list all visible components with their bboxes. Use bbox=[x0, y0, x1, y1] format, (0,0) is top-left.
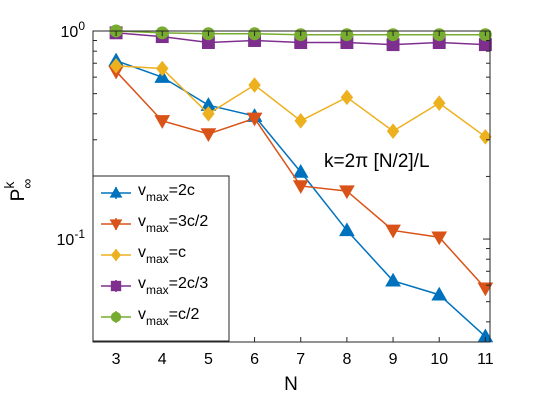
legend-item: vmax=2c bbox=[101, 182, 195, 204]
y-axis-title-sub: ∞ bbox=[19, 179, 35, 189]
legend-item: vmax=c bbox=[101, 244, 186, 266]
x-tick-label: 10 bbox=[430, 351, 448, 368]
data-point bbox=[479, 129, 492, 145]
x-tick-label: 6 bbox=[250, 351, 259, 368]
data-point bbox=[431, 231, 448, 246]
data-point bbox=[339, 185, 355, 200]
annotation: k=2π [N/2]/L bbox=[324, 151, 430, 172]
data-point bbox=[156, 60, 169, 77]
svg-text:Pk∞: Pk ∞ bbox=[1, 179, 35, 202]
data-point bbox=[248, 77, 261, 93]
x-tick-label: 5 bbox=[204, 351, 213, 368]
legend-item: vmax=2c/3 bbox=[101, 275, 208, 297]
x-tick-label: 4 bbox=[158, 351, 167, 368]
legend-item: vmax=3c/2 bbox=[101, 213, 208, 235]
legend-label: vmax=c bbox=[138, 244, 186, 266]
x-tick-label: 8 bbox=[342, 351, 351, 368]
x-tick-label: 3 bbox=[112, 351, 121, 368]
data-point bbox=[246, 112, 263, 127]
x-tick-label: 7 bbox=[296, 351, 305, 368]
data-point bbox=[339, 222, 355, 237]
y-axis-title-base: P bbox=[8, 189, 29, 202]
x-tick-label: 9 bbox=[389, 351, 398, 368]
data-point bbox=[340, 89, 354, 106]
y-tick-label: 100 bbox=[61, 19, 86, 41]
data-point bbox=[432, 95, 446, 111]
data-point bbox=[154, 115, 171, 129]
plot-area bbox=[108, 24, 494, 343]
data-point bbox=[200, 128, 217, 142]
legend-marker bbox=[110, 280, 122, 292]
legend-marker bbox=[109, 219, 123, 231]
series-1 bbox=[108, 52, 494, 343]
data-point bbox=[202, 105, 215, 122]
data-point bbox=[294, 113, 307, 129]
data-point bbox=[385, 272, 401, 287]
series-3 bbox=[109, 58, 492, 145]
legend-label: vmax=c/2 bbox=[138, 306, 199, 328]
data-point bbox=[386, 123, 400, 139]
y-axis-title-sup: k bbox=[1, 181, 17, 189]
legend: vmax=2c vmax=3c/2 vmax=c vmax=2c/3 vmax=c/2 bbox=[92, 175, 230, 342]
data-point bbox=[292, 180, 309, 194]
legend-marker bbox=[109, 186, 123, 198]
legend-label: vmax=2c/3 bbox=[138, 275, 208, 297]
legend-marker bbox=[110, 311, 122, 323]
legend-marker bbox=[110, 248, 122, 262]
legend-item: vmax=c/2 bbox=[101, 306, 199, 328]
data-point bbox=[431, 286, 448, 301]
y-axis-title: Pk ∞ bbox=[1, 179, 35, 202]
x-tick-label: 11 bbox=[477, 351, 494, 368]
data-point bbox=[477, 282, 494, 297]
data-point bbox=[109, 58, 123, 74]
legend-label: vmax=3c/2 bbox=[138, 213, 208, 235]
legend-label: vmax=2c bbox=[138, 182, 195, 204]
data-point bbox=[385, 224, 401, 239]
y-tick-label: 10-1 bbox=[57, 227, 86, 249]
x-axis-title: N bbox=[284, 374, 298, 395]
data-point bbox=[292, 164, 309, 178]
